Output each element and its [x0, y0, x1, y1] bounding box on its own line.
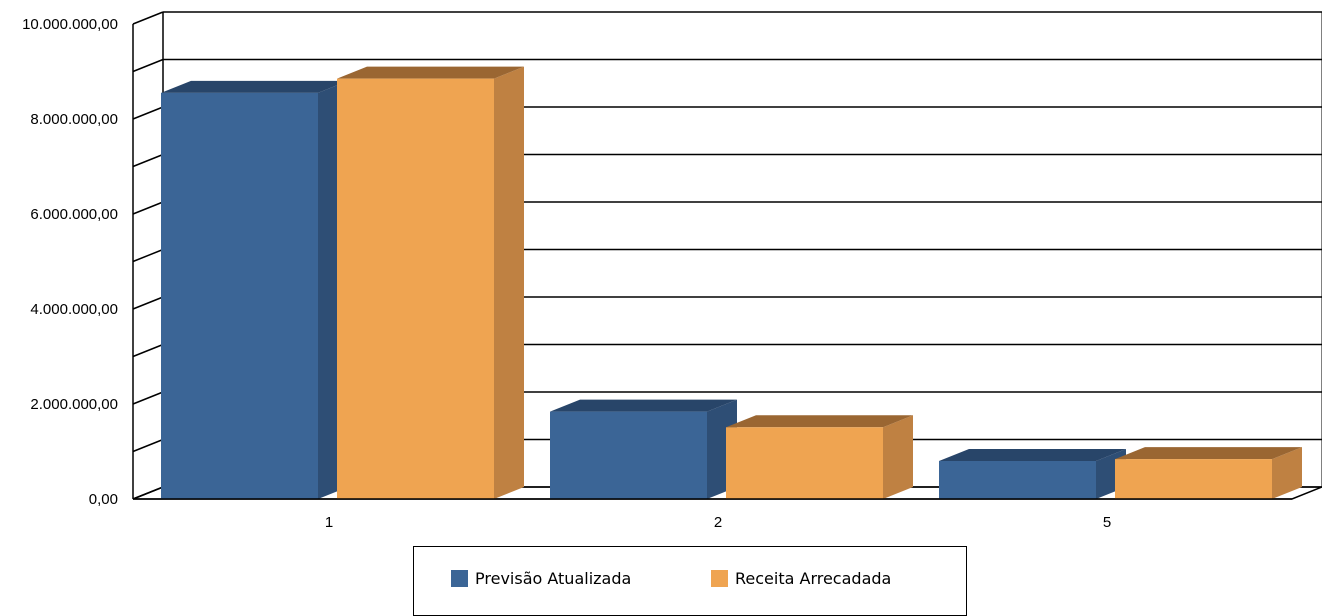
- x-axis-labels: 1 2 5: [325, 514, 1111, 531]
- x-tick-label: 5: [1103, 514, 1111, 531]
- y-tick-label: 2.000.000,00: [30, 396, 118, 413]
- gridline-wall: [133, 155, 163, 167]
- bar-previsao: [550, 412, 707, 499]
- bar-top: [550, 400, 737, 412]
- legend-label-receita: Receita Arrecadada: [735, 569, 891, 588]
- bar-top: [161, 81, 348, 93]
- bar-receita: [1115, 459, 1272, 499]
- gridline-wall: [133, 250, 163, 262]
- bar-side: [883, 415, 913, 499]
- y-axis: 0,00 2.000.000,00 4.000.000,00 6.000.000,00…: [22, 16, 133, 508]
- legend-swatch-previsao: [451, 570, 468, 587]
- gridline-wall: [133, 202, 163, 214]
- gridline-wall: [133, 345, 163, 357]
- y-tick-label: 6.000.000,00: [30, 206, 118, 223]
- gridline-wall: [133, 392, 163, 404]
- y-tick-label: 0,00: [89, 491, 118, 508]
- bar-previsao: [161, 93, 318, 499]
- legend-swatch-receita: [711, 570, 728, 587]
- gridline-wall: [133, 440, 163, 452]
- gridline-wall: [133, 107, 163, 119]
- x-tick-label: 2: [714, 514, 722, 531]
- legend-item-previsao: Previsão Atualizada: [451, 569, 631, 588]
- y-tick-label: 4.000.000,00: [30, 301, 118, 318]
- legend: Previsão Atualizada Receita Arrecadada: [413, 546, 967, 616]
- bar-top: [726, 415, 913, 427]
- legend-item-receita: Receita Arrecadada: [711, 569, 891, 588]
- bar-top: [939, 449, 1126, 461]
- x-tick-label: 1: [325, 514, 333, 531]
- bars: [133, 67, 1302, 499]
- gridline-wall: [133, 60, 163, 72]
- gridline-wall: [133, 297, 163, 309]
- bar-previsao: [939, 461, 1096, 499]
- bar-top: [337, 67, 524, 79]
- bar-side: [494, 67, 524, 499]
- y-tick-label: 8.000.000,00: [30, 111, 118, 128]
- legend-label-previsao: Previsão Atualizada: [475, 569, 631, 588]
- bar-receita: [337, 79, 494, 499]
- bar-receita: [726, 427, 883, 499]
- y-tick-label: 10.000.000,00: [22, 16, 118, 33]
- bar-top: [1115, 447, 1302, 459]
- gridline-wall: [133, 12, 163, 24]
